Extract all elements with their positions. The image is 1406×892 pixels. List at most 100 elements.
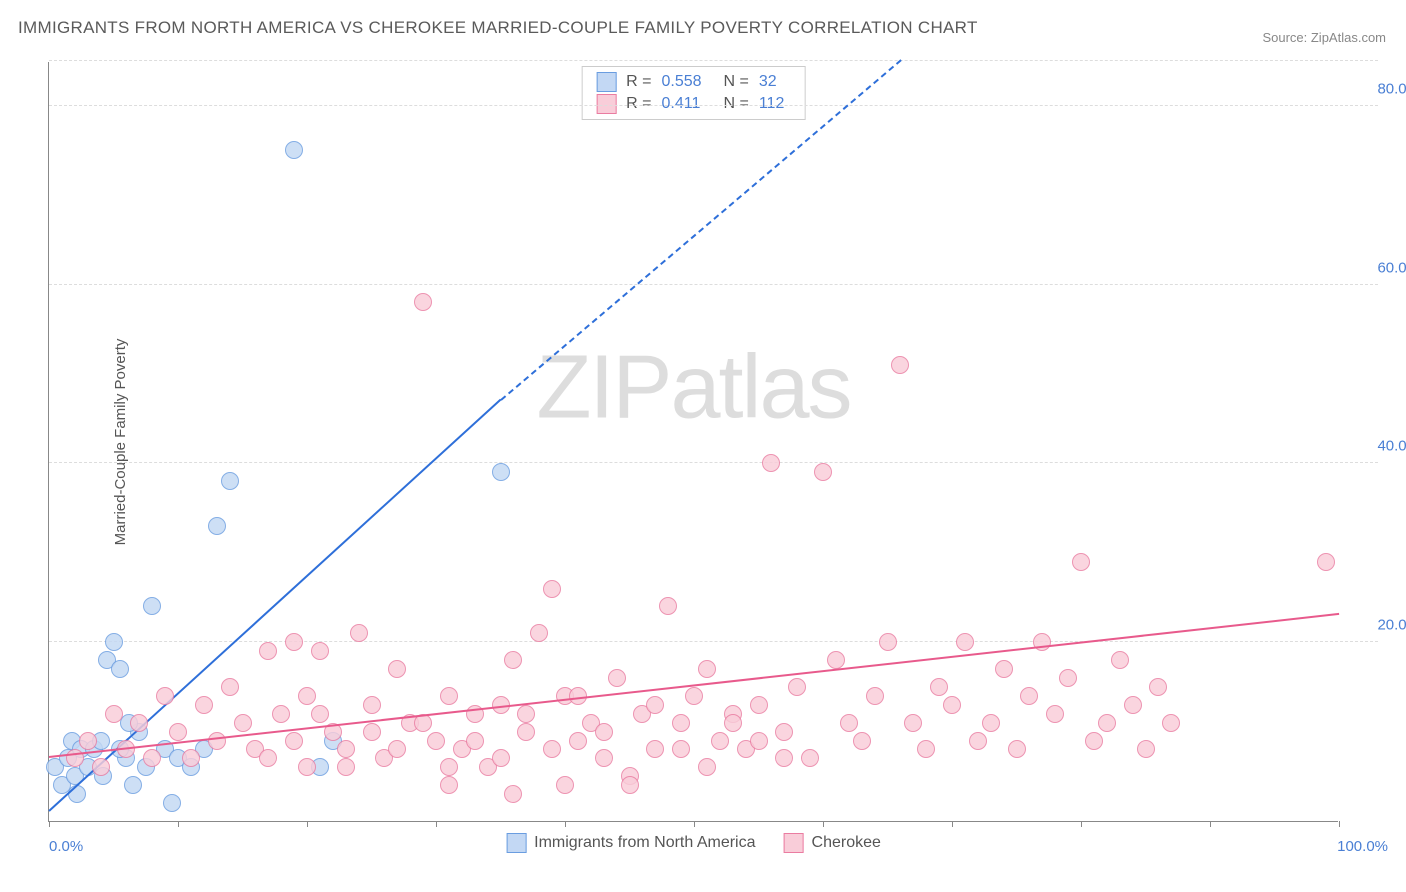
data-point [762, 454, 780, 472]
chart-title: IMMIGRANTS FROM NORTH AMERICA VS CHEROKE… [18, 18, 978, 38]
y-tick-label: 40.0% [1377, 438, 1406, 455]
data-point [143, 597, 161, 615]
data-point [904, 714, 922, 732]
data-point [530, 624, 548, 642]
data-point [724, 714, 742, 732]
gridline [49, 462, 1378, 463]
x-tick-min: 0.0% [49, 838, 83, 855]
data-point [169, 723, 187, 741]
data-point [221, 678, 239, 696]
x-tick [952, 821, 953, 827]
data-point [182, 749, 200, 767]
data-point [124, 776, 142, 794]
legend-label: Cherokee [812, 834, 881, 852]
data-point [414, 293, 432, 311]
data-point [143, 749, 161, 767]
stat-r-value: 0.558 [662, 73, 714, 91]
x-tick [565, 821, 566, 827]
x-tick-max: 100.0% [1337, 838, 1388, 855]
data-point [388, 740, 406, 758]
data-point [775, 723, 793, 741]
gridline [49, 284, 1378, 285]
data-point [646, 696, 664, 714]
data-point [492, 749, 510, 767]
data-point [221, 472, 239, 490]
legend-item: Immigrants from North America [506, 833, 755, 853]
data-point [1124, 696, 1142, 714]
data-point [311, 642, 329, 660]
x-tick [1210, 821, 1211, 827]
data-point [363, 723, 381, 741]
data-point [504, 785, 522, 803]
data-point [672, 714, 690, 732]
data-point [285, 141, 303, 159]
data-point [750, 696, 768, 714]
data-point [685, 687, 703, 705]
y-tick-label: 20.0% [1377, 617, 1406, 634]
data-point [543, 740, 561, 758]
data-point [285, 732, 303, 750]
data-point [492, 463, 510, 481]
data-point [659, 597, 677, 615]
data-point [698, 758, 716, 776]
data-point [311, 705, 329, 723]
y-tick-label: 60.0% [1377, 259, 1406, 276]
series-legend: Immigrants from North America Cherokee [506, 833, 881, 853]
data-point [388, 660, 406, 678]
data-point [801, 749, 819, 767]
data-point [608, 669, 626, 687]
data-point [111, 660, 129, 678]
data-point [1111, 651, 1129, 669]
data-point [234, 714, 252, 732]
data-point [466, 732, 484, 750]
data-point [272, 705, 290, 723]
data-point [840, 714, 858, 732]
data-point [440, 687, 458, 705]
legend-label: Immigrants from North America [534, 834, 755, 852]
data-point [646, 740, 664, 758]
data-point [363, 696, 381, 714]
data-point [337, 758, 355, 776]
data-point [504, 651, 522, 669]
data-point [79, 732, 97, 750]
data-point [337, 740, 355, 758]
data-point [440, 776, 458, 794]
data-point [259, 642, 277, 660]
data-point [595, 723, 613, 741]
data-point [130, 714, 148, 732]
data-point [208, 732, 226, 750]
data-point [440, 758, 458, 776]
x-tick [1339, 821, 1340, 827]
data-point [163, 794, 181, 812]
data-point [827, 651, 845, 669]
data-point [1098, 714, 1116, 732]
data-point [1020, 687, 1038, 705]
data-point [891, 356, 909, 374]
data-point [621, 776, 639, 794]
data-point [105, 705, 123, 723]
data-point [814, 463, 832, 481]
data-point [208, 517, 226, 535]
watermark-b: atlas [670, 338, 850, 438]
data-point [556, 776, 574, 794]
data-point [195, 696, 213, 714]
data-point [943, 696, 961, 714]
stat-r-label: R = [626, 73, 651, 91]
data-point [569, 732, 587, 750]
data-point [285, 633, 303, 651]
plot-area: ZIPatlas Married-Couple Family Poverty R… [48, 62, 1338, 822]
watermark: ZIPatlas [536, 337, 850, 440]
x-tick [1081, 821, 1082, 827]
stat-n-label: N = [724, 73, 749, 91]
data-point [866, 687, 884, 705]
data-point [775, 749, 793, 767]
y-tick-label: 80.0% [1377, 80, 1406, 97]
x-tick [436, 821, 437, 827]
legend-item: Cherokee [784, 833, 881, 853]
stat-n-value: 32 [759, 73, 791, 91]
data-point [969, 732, 987, 750]
data-point [1072, 553, 1090, 571]
data-point [92, 758, 110, 776]
gridline [49, 641, 1378, 642]
y-axis-label: Married-Couple Family Poverty [112, 338, 129, 545]
